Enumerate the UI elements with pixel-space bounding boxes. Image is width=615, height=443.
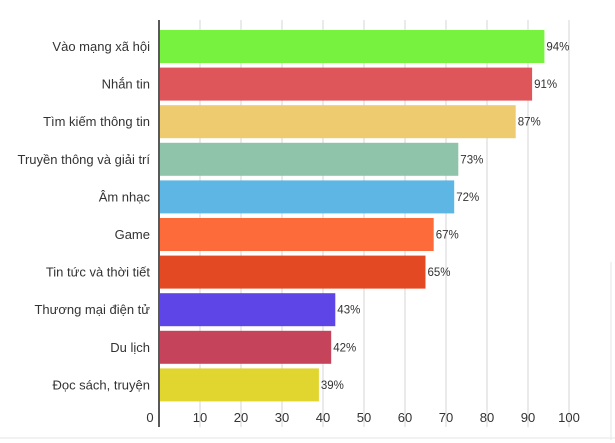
- x-tick-label: 10: [193, 410, 207, 425]
- category-label: Truyền thông và giải trí: [18, 152, 151, 167]
- x-tick-label: 40: [316, 410, 330, 425]
- bar: [160, 105, 516, 139]
- data-label: 94%: [546, 42, 569, 54]
- x-tick-label: 0: [146, 410, 153, 425]
- x-tick-label: 60: [398, 410, 412, 425]
- data-label: 67%: [436, 230, 459, 242]
- x-tick-label: 20: [234, 410, 248, 425]
- data-label: 39%: [321, 380, 344, 392]
- category-label: Nhắn tin: [102, 77, 150, 92]
- x-tick-label: 80: [480, 410, 494, 425]
- data-label: 72%: [456, 192, 479, 204]
- x-tick-label: 90: [521, 410, 535, 425]
- category-labels: Vào mạng xã hội Nhắn tin Tìm kiếm thông ti…: [18, 39, 151, 392]
- bars: [160, 30, 545, 402]
- bar: [160, 368, 319, 402]
- bar: [160, 255, 426, 289]
- category-label: Vào mạng xã hội: [52, 39, 150, 54]
- data-label: 65%: [428, 267, 451, 279]
- category-label: Âm nhạc: [99, 189, 151, 204]
- category-label: Game: [115, 227, 150, 242]
- bar: [160, 218, 434, 251]
- bar: [160, 180, 455, 214]
- category-label: Du lịch: [110, 340, 150, 355]
- data-label: 42%: [333, 342, 356, 354]
- x-tick-label: 50: [357, 410, 371, 425]
- data-label: 91%: [534, 79, 557, 91]
- category-label: Đọc sách, truyện: [52, 377, 150, 392]
- bar: [160, 293, 336, 327]
- x-axis-tick-labels: 0 10 20 30 40 50 60 70 80 90 100: [146, 410, 579, 425]
- bar: [160, 67, 533, 101]
- category-label: Tin tức và thời tiết: [46, 265, 151, 280]
- category-label: Tìm kiếm thông tin: [43, 114, 150, 129]
- bar: [160, 330, 332, 364]
- data-label: 43%: [337, 305, 360, 317]
- category-label: Thương mại điện tử: [34, 302, 150, 317]
- x-tick-label: 70: [439, 410, 453, 425]
- bar: [160, 142, 459, 176]
- x-tick-label: 100: [558, 410, 580, 425]
- data-label: 87%: [518, 117, 541, 129]
- data-label: 73%: [460, 154, 483, 166]
- value-labels: 94% 91% 87% 73% 72% 67% 65% 43% 42% 39%: [321, 42, 570, 392]
- bar: [160, 30, 545, 63]
- x-tick-label: 30: [275, 410, 289, 425]
